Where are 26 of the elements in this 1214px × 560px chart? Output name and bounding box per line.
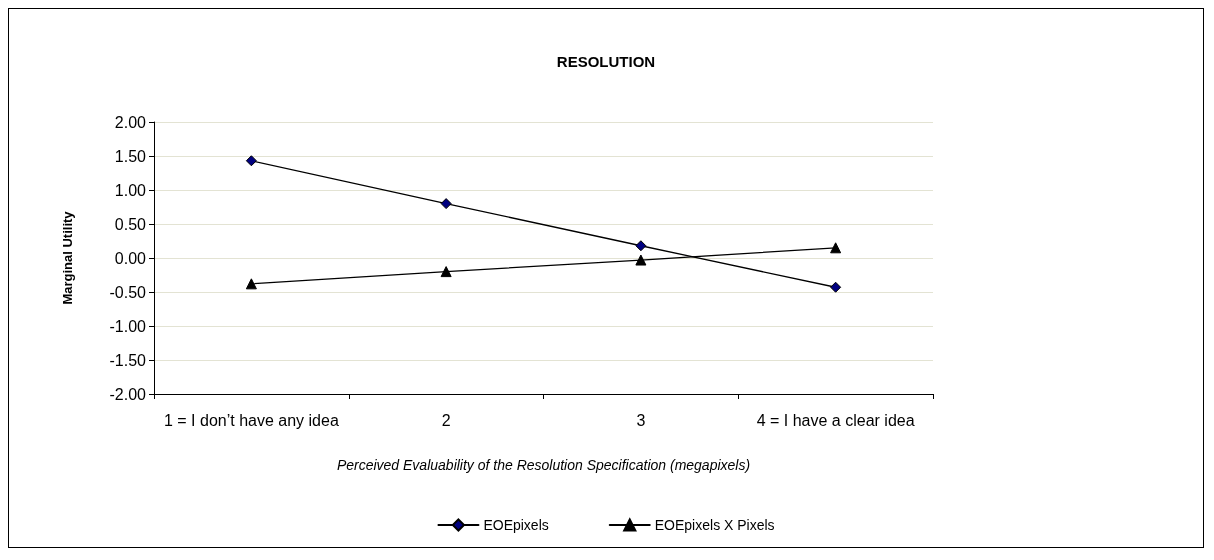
y-tick-label: -1.00 <box>109 317 147 335</box>
x-axis-title: Perceived Evaluability of the Resolution Specification (megapixels) <box>336 457 751 473</box>
legend-label: EOEpixels X Pixels <box>654 517 775 533</box>
y-tick-label: 0.00 <box>114 249 147 267</box>
x-tick-label: 1 = I don’t have any idea <box>163 411 339 429</box>
point <box>440 266 452 278</box>
point <box>245 155 257 167</box>
point <box>830 242 842 254</box>
point <box>635 240 647 252</box>
x-tick-label: 4 = I have a clear idea <box>756 411 915 429</box>
y-tick-label: 0.50 <box>114 215 147 233</box>
x-tick-label: 3 <box>636 411 646 429</box>
point <box>245 278 257 290</box>
y-tick-label: 1.00 <box>114 181 147 199</box>
point <box>440 198 452 210</box>
x-tick-label: 2 <box>441 411 451 429</box>
y-tick-label: 1.50 <box>114 147 147 165</box>
y-tick-label: -0.50 <box>109 283 147 301</box>
y-tick-label: 2.00 <box>114 113 147 131</box>
point <box>830 281 842 293</box>
point <box>635 254 647 266</box>
chart-title: RESOLUTION <box>556 53 656 70</box>
legend-label: EOEpixels <box>483 517 549 533</box>
y-axis-title: Marginal Utility <box>60 210 75 305</box>
y-tick-label: -1.50 <box>109 351 147 369</box>
y-tick-label: -2.00 <box>109 385 147 403</box>
